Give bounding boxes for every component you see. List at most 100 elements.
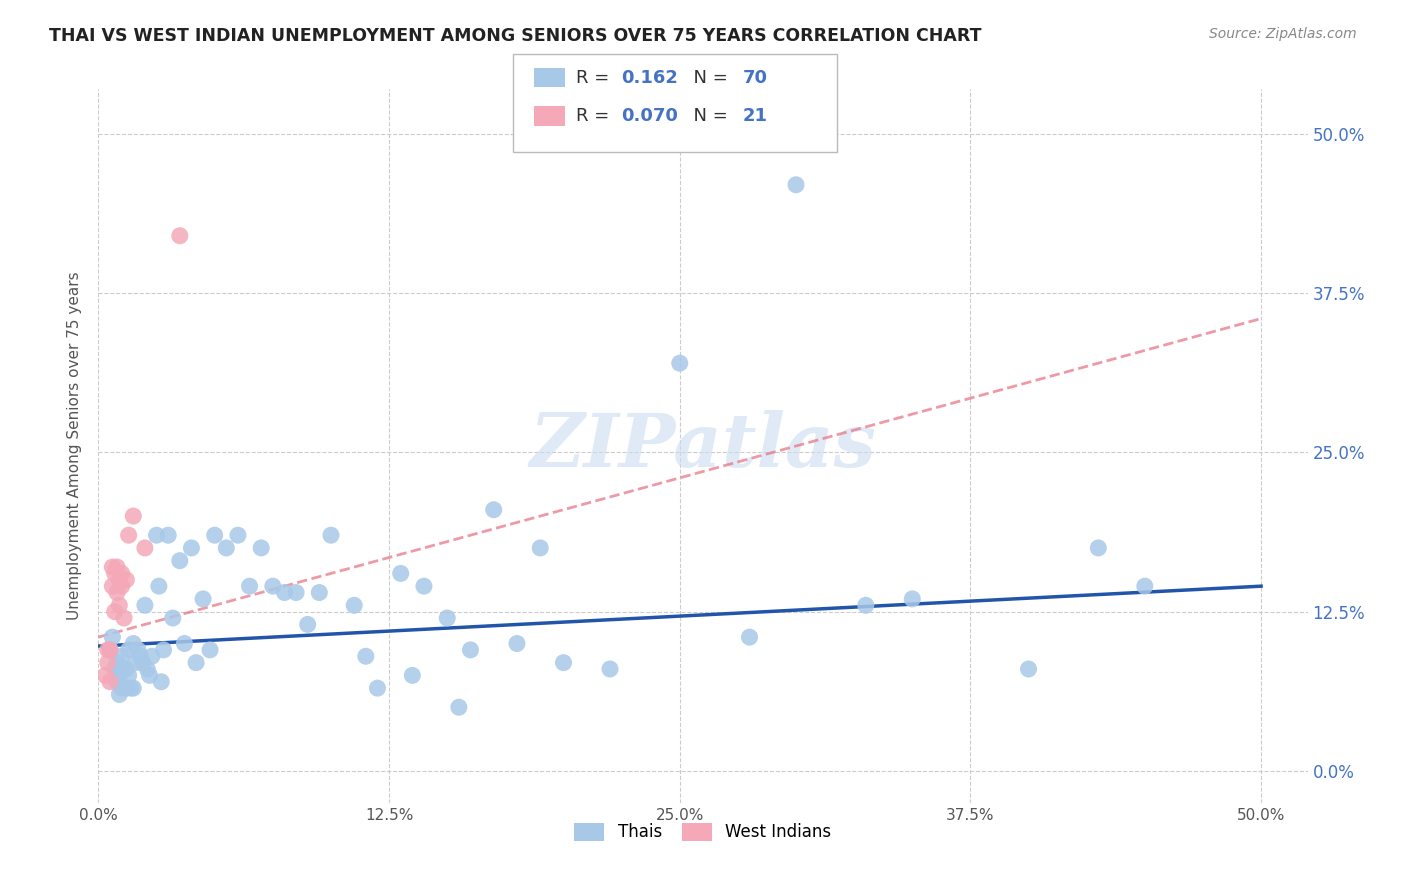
Point [112,662,135,676]
Point [101,560,124,574]
Point [105,585,128,599]
Point [285,585,308,599]
Point [105,656,128,670]
Point [97,643,120,657]
Point [366,681,388,695]
Text: 70: 70 [742,69,768,87]
Point [98,643,121,657]
Point [447,700,470,714]
Y-axis label: Unemployment Among Seniors over 75 years: Unemployment Among Seniors over 75 years [67,272,83,620]
Point [191,591,214,606]
Point [239,579,262,593]
Point [506,636,529,650]
Point [184,656,207,670]
Point [1087,541,1109,555]
Point [101,630,124,644]
Point [98,674,121,689]
Point [111,566,134,581]
Point [115,573,138,587]
Text: 21: 21 [742,107,768,125]
Point [273,585,295,599]
Point [127,643,149,657]
Point [180,541,202,555]
Legend: Thais, West Indians: Thais, West Indians [568,816,838,848]
Point [785,178,807,192]
Point [134,599,156,613]
Point [129,649,152,664]
Point [111,681,134,695]
Point [204,528,226,542]
Text: 0.162: 0.162 [621,69,678,87]
Point [738,630,761,644]
Point [101,579,124,593]
Point [94,668,117,682]
Point [401,668,423,682]
Point [148,579,170,593]
Point [460,643,482,657]
Point [108,668,131,682]
Point [108,599,131,613]
Point [599,662,621,676]
Point [198,643,221,657]
Point [134,541,156,555]
Point [162,611,184,625]
Point [105,674,128,689]
Point [115,662,138,676]
Point [138,668,160,682]
Point [226,528,249,542]
Point [215,541,238,555]
Point [122,681,145,695]
Point [901,591,924,606]
Point [108,573,131,587]
Point [118,668,141,682]
Point [152,643,174,657]
Point [413,579,436,593]
Point [389,566,412,581]
Point [553,656,575,670]
Text: N =: N = [682,69,734,87]
Point [118,643,141,657]
Point [157,528,180,542]
Point [97,656,120,670]
Point [98,643,121,657]
Point [122,509,145,524]
Point [104,566,127,581]
Point [112,611,135,625]
Point [108,688,131,702]
Point [105,560,128,574]
Point [343,599,366,613]
Text: THAI VS WEST INDIAN UNEMPLOYMENT AMONG SENIORS OVER 75 YEARS CORRELATION CHART: THAI VS WEST INDIAN UNEMPLOYMENT AMONG S… [49,27,981,45]
Point [262,579,284,593]
Point [120,681,142,695]
Point [297,617,319,632]
Point [150,674,173,689]
Point [169,228,191,243]
Point [308,585,330,599]
Text: Source: ZipAtlas.com: Source: ZipAtlas.com [1209,27,1357,41]
Point [136,662,159,676]
Point [145,528,167,542]
Point [115,681,138,695]
Point [111,579,134,593]
Point [1133,579,1156,593]
Text: R =: R = [576,107,616,125]
Point [122,636,145,650]
Text: 0.070: 0.070 [621,107,678,125]
Text: N =: N = [682,107,734,125]
Point [319,528,342,542]
Text: ZIPatlas: ZIPatlas [530,409,876,483]
Point [668,356,690,370]
Point [169,554,191,568]
Text: R =: R = [576,69,616,87]
Point [250,541,273,555]
Point [111,649,134,664]
Point [104,662,127,676]
Point [141,649,163,664]
Point [529,541,551,555]
Point [482,502,505,516]
Point [124,656,146,670]
Point [118,528,141,542]
Point [855,599,877,613]
Point [354,649,377,664]
Point [173,636,195,650]
